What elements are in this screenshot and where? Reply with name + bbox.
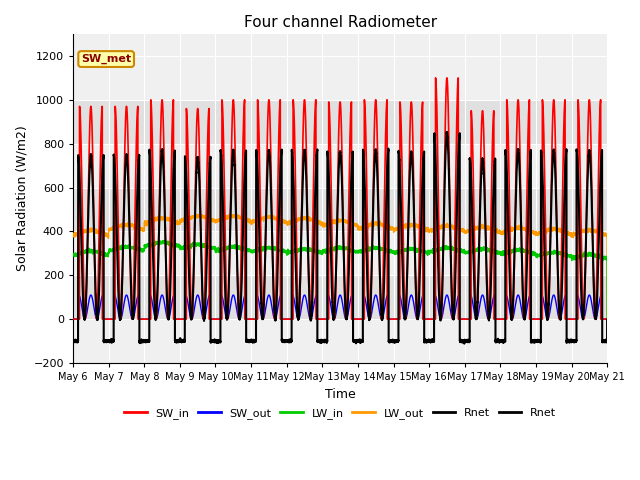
Bar [73,56,607,100]
Text: SW_met: SW_met [81,54,131,64]
Title: Four channel Radiometer: Four channel Radiometer [244,15,436,30]
Bar [73,100,607,144]
X-axis label: Time: Time [324,388,355,401]
Legend: SW_in, SW_out, LW_in, LW_out, Rnet, Rnet: SW_in, SW_out, LW_in, LW_out, Rnet, Rnet [120,404,561,423]
Bar [73,144,607,188]
Y-axis label: Solar Radiation (W/m2): Solar Radiation (W/m2) [15,126,28,271]
Bar [73,188,607,231]
Bar [73,231,607,275]
Bar [73,275,607,319]
Bar [73,319,607,363]
